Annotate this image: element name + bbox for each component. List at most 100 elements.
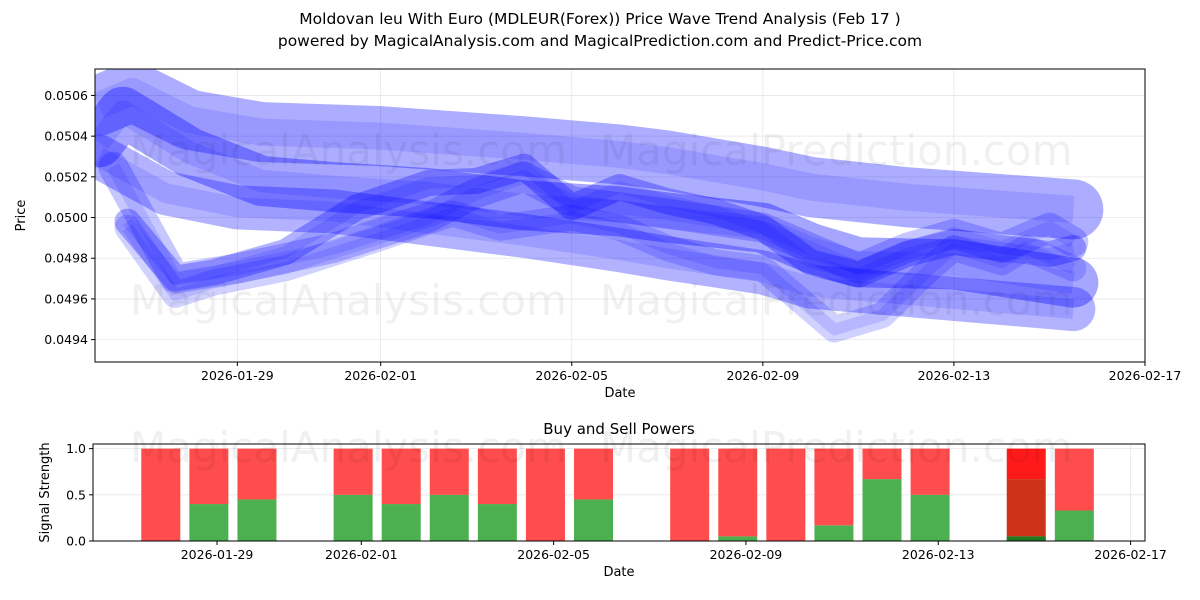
buy-bar (333, 494, 373, 541)
bar-group-2026-02-13 (910, 448, 950, 541)
x-tick-label: 2026-01-29 (201, 368, 274, 383)
sell-bar (670, 448, 710, 541)
price-plot-frame (94, 68, 1146, 363)
bar-group-2026-02-15 (1006, 448, 1046, 541)
buy-bar (189, 504, 229, 541)
wave-bands (95, 69, 1104, 343)
y-tick-label: 0.0506 (44, 88, 88, 103)
bar-group-2026-02-10 (766, 448, 806, 541)
wave-core-wave-5 (122, 207, 1076, 336)
y-tick-label: 0.0494 (44, 332, 88, 347)
buy-bar (429, 494, 469, 541)
sell-bar (429, 448, 469, 495)
sell-bar (862, 448, 902, 480)
wave-core-wave-4 (123, 160, 1075, 285)
bar-group-2026-02-01 (333, 448, 373, 541)
bar-group-2026-02-03 (429, 448, 469, 541)
x-tick-label: 2026-02-09 (727, 368, 800, 383)
buy-bar (1054, 510, 1094, 541)
sell-bar (718, 448, 758, 537)
x-tick-label: 2026-02-13 (902, 547, 975, 562)
y-axis-label: Signal Strength (38, 442, 53, 542)
x-tick-label: 2026-02-09 (710, 547, 783, 562)
x-tick-label: 2026-02-05 (517, 547, 590, 562)
watermark-text: MagicalAnalysis.com (130, 126, 567, 175)
wave-band-wave-1 (95, 69, 1104, 240)
x-tick-label: 2026-02-17 (1094, 547, 1167, 562)
wave-band-wave-4 (114, 153, 1087, 292)
buy-bar (381, 504, 421, 541)
buy-bar (910, 494, 950, 541)
chart-subtitle: powered by MagicalAnalysis.com and Magic… (277, 32, 923, 50)
buy-bar-overlap (1006, 536, 1046, 541)
x-tick-label: 2026-02-17 (1109, 368, 1182, 383)
watermark-text: MagicalPrediction.com (600, 423, 1073, 472)
watermark-text: MagicalAnalysis.com (130, 423, 567, 472)
y-tick-label: 0.0498 (44, 251, 88, 266)
watermark-text: MagicalAnalysis.com (130, 276, 567, 325)
sell-bar (814, 448, 854, 526)
wave-band-wave-3 (95, 134, 1096, 332)
buy-bar (237, 499, 277, 541)
y-tick-label: 0.5 (66, 487, 86, 502)
wave-band-wave-2 (95, 86, 1099, 308)
y-tick-label: 0.0500 (44, 210, 88, 225)
x-axis-label: Date (603, 565, 634, 580)
sell-bar (141, 448, 181, 541)
bar-group-2026-02-02 (381, 448, 421, 541)
power-plot-frame (92, 443, 1146, 542)
wave-band-wave-6 (98, 151, 1089, 294)
subplot-title: Buy and Sell Powers (543, 420, 695, 438)
bar-group-2026-01-28 (141, 448, 181, 541)
bar-group-2026-02-09 (718, 448, 758, 541)
y-tick-label: 0.0502 (44, 169, 88, 184)
buy-bar (718, 536, 758, 541)
y-tick-label: 1.0 (66, 441, 86, 456)
buy-bar (862, 479, 902, 541)
y-axis-label: Price (14, 200, 29, 232)
bar-group-2026-02-08 (670, 448, 710, 541)
x-tick-label: 2026-02-13 (918, 368, 991, 383)
buy-bar (574, 499, 614, 541)
x-tick-label: 2026-02-05 (535, 368, 608, 383)
bar-group-2026-02-12 (862, 448, 902, 541)
watermark-text: MagicalPrediction.com (600, 126, 1073, 175)
y-tick-label: 0.0504 (44, 129, 88, 144)
sell-bar-overlap (1006, 479, 1046, 537)
chart-title: Moldovan leu With Euro (MDLEUR(Forex)) P… (299, 10, 901, 28)
bar-group-2026-02-05 (525, 448, 565, 541)
sell-bar (189, 448, 229, 505)
watermark-text: MagicalPrediction.com (600, 276, 1073, 325)
bar-group-2026-02-04 (477, 448, 517, 541)
sell-bar (477, 448, 517, 505)
wave-core-wave-6 (107, 163, 1077, 286)
bar-group-2026-02-11 (814, 448, 854, 541)
x-tick-label: 2026-02-01 (344, 368, 417, 383)
y-tick-label: 0.0 (66, 534, 86, 549)
bar-group-2026-01-30 (237, 448, 277, 541)
sell-bar (333, 448, 373, 495)
wave-core-wave-2 (95, 100, 1076, 294)
x-tick-label: 2026-02-01 (325, 547, 398, 562)
x-axis-label: Date (604, 386, 635, 401)
bar-group-2026-01-29 (189, 448, 229, 541)
wave-band-wave-5 (114, 200, 1087, 343)
sell-bar (574, 448, 614, 500)
y-tick-label: 0.0496 (44, 291, 88, 306)
sell-bar (766, 448, 806, 541)
sell-bar (237, 448, 277, 500)
sell-bar (381, 448, 421, 505)
sell-bar (1054, 448, 1094, 511)
buy-bar (814, 525, 854, 541)
sell-bar (910, 448, 950, 495)
x-tick-label: 2026-01-29 (181, 547, 254, 562)
sell-bar (1006, 448, 1046, 480)
bar-group-2026-02-16 (1054, 448, 1094, 541)
price-axes: 2026-01-29 2026-02-01 2026-02-05 2026-02-09… (14, 69, 1181, 401)
wave-core-wave-3 (95, 147, 1075, 319)
bar-group-2026-02-06 (574, 448, 614, 541)
wave-core-wave-1 (95, 77, 1075, 223)
sell-bar (525, 448, 565, 541)
